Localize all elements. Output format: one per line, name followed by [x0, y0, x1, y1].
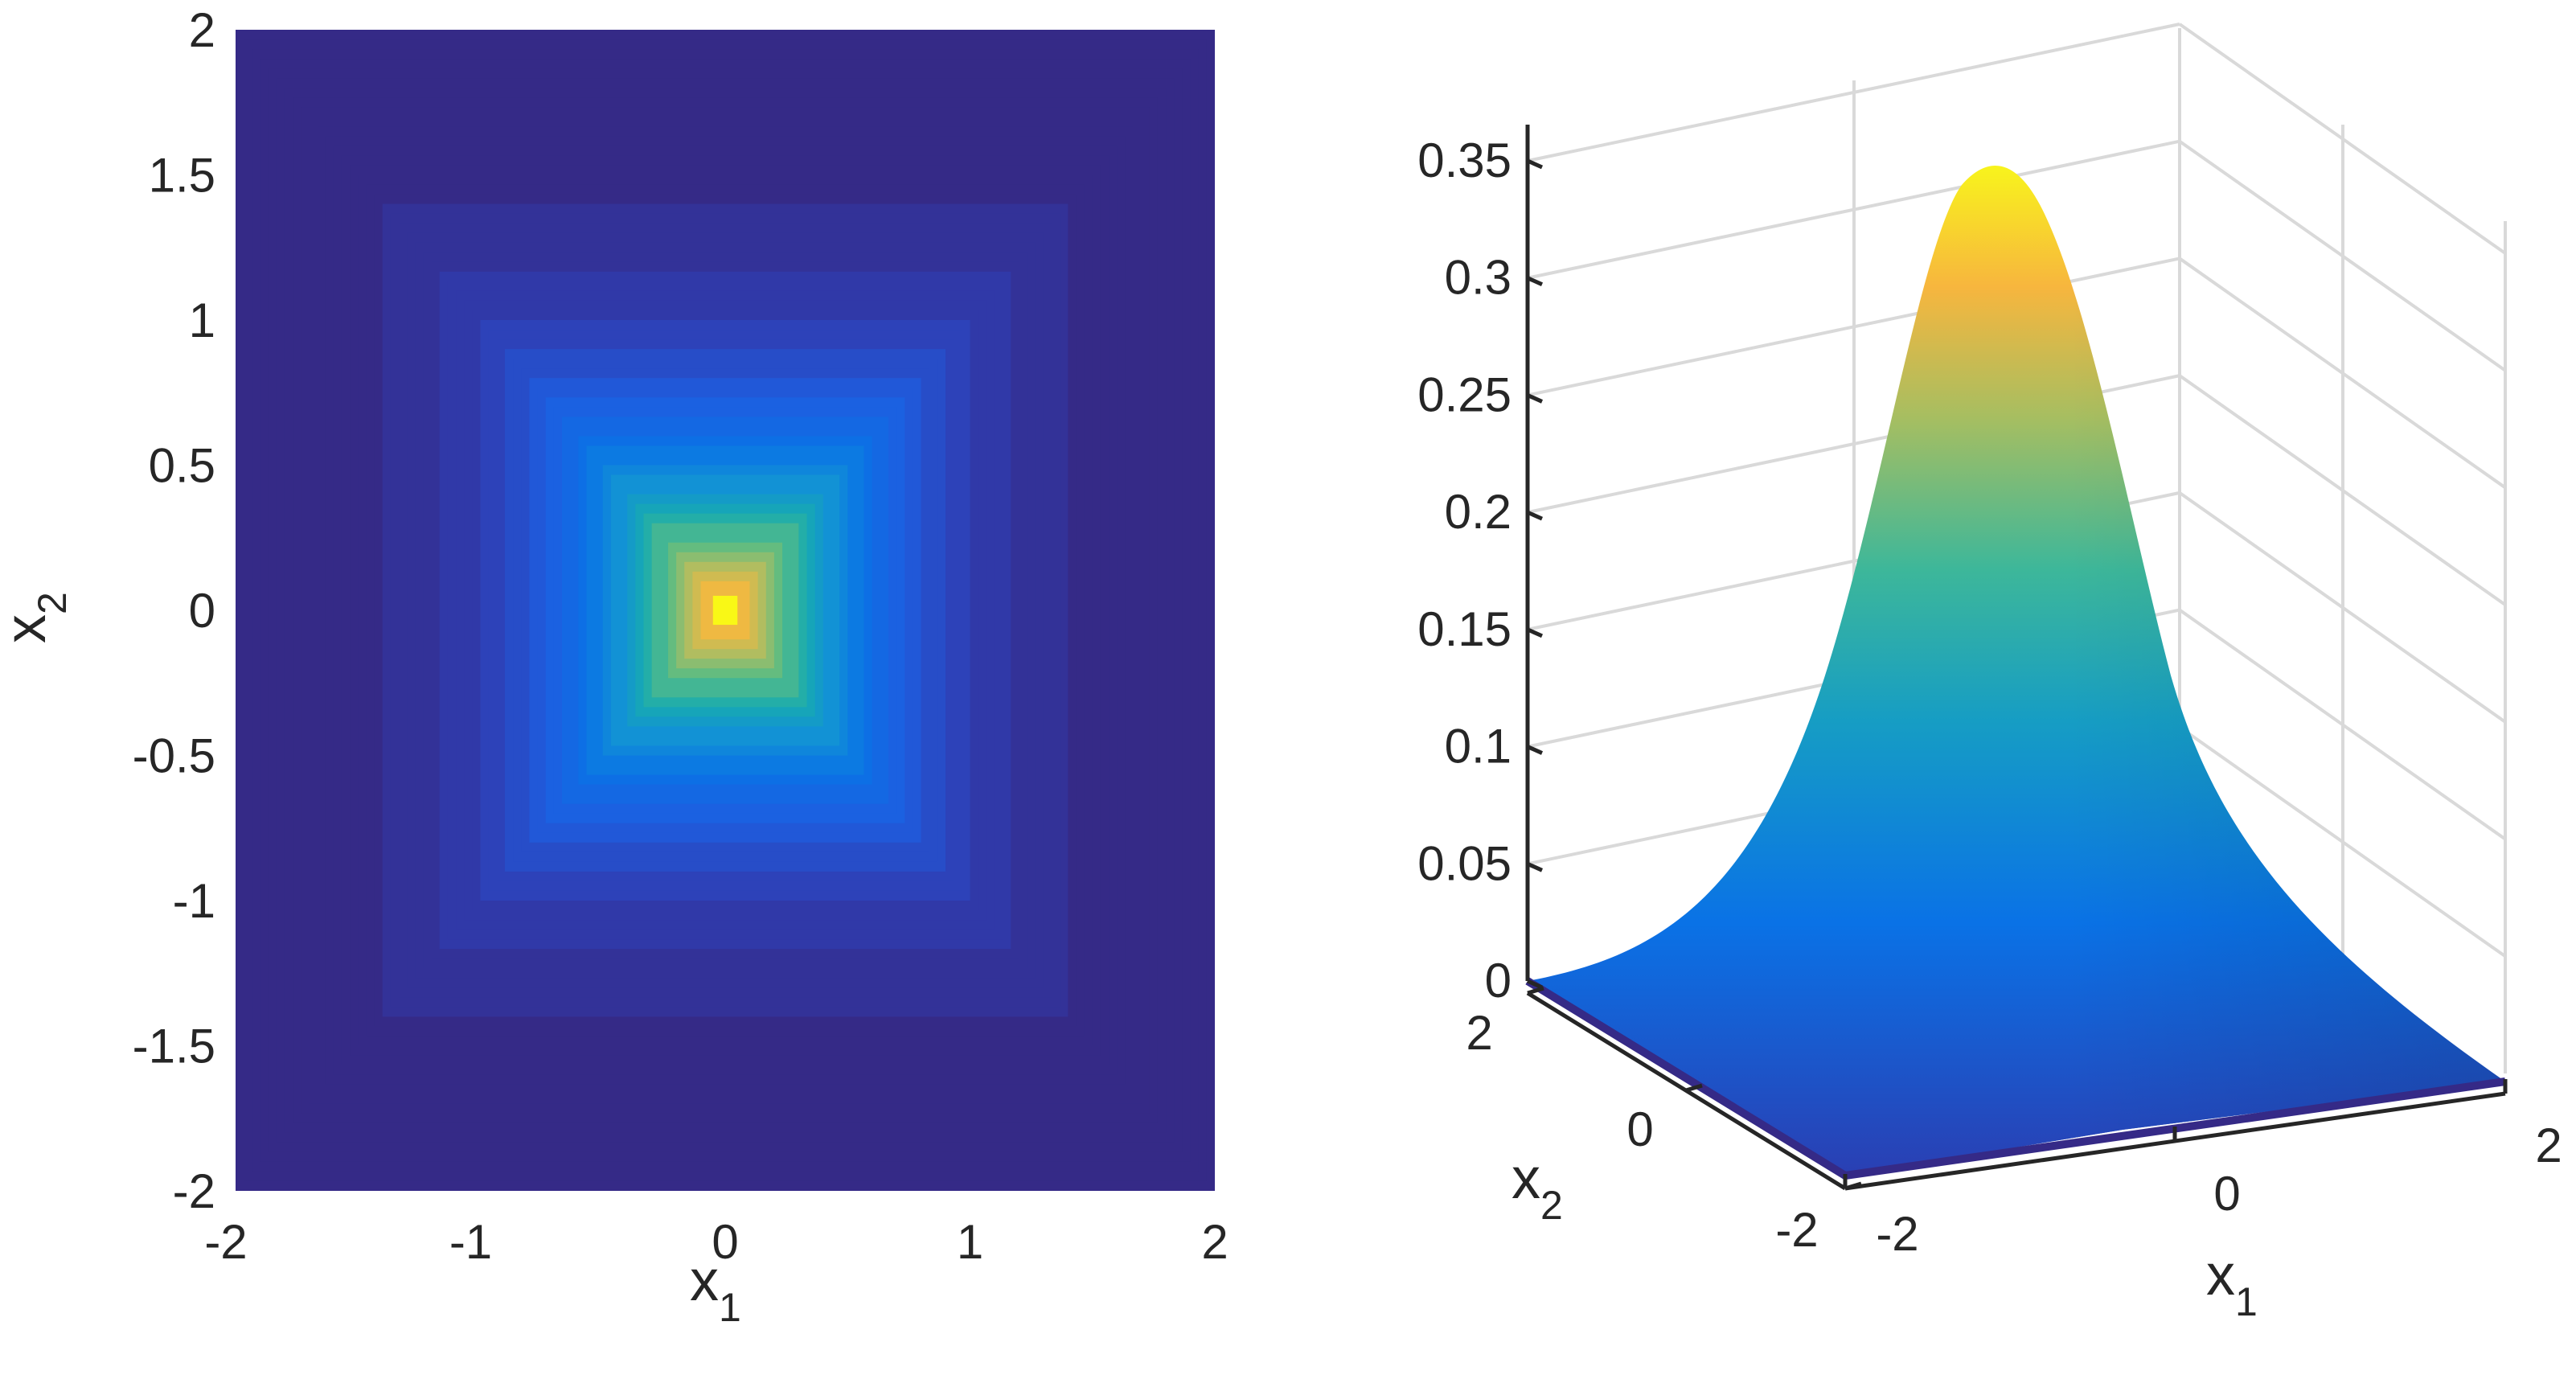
x-tick-label: 0 — [712, 1215, 738, 1269]
surface-x-ticks: -2 0 2 — [1843, 1079, 2562, 1261]
x1-tick-label: 2 — [2535, 1118, 2562, 1172]
surface-x2-label: x2 — [1512, 1147, 1563, 1228]
y-tick-label: 1.5 — [149, 149, 215, 203]
z-tick-mark — [1526, 158, 1544, 170]
surface-mesh — [1525, 166, 2506, 1180]
z-tick-label: 0.3 — [1445, 251, 1512, 305]
z-tick-mark — [1526, 393, 1544, 404]
z-tick-label: 0.25 — [1417, 367, 1512, 421]
surface-y-ticks: 2 0 -2 — [1466, 986, 1862, 1257]
z-tick-mark — [1526, 745, 1544, 755]
surface-panel: 00.050.10.150.20.250.30.35 -202 20-2 x1 … — [1417, 23, 2562, 1324]
x1-tick-label: 0 — [2213, 1167, 2240, 1221]
y-tick-label: -0.5 — [133, 729, 215, 783]
y-tick-label: -1.5 — [133, 1020, 215, 1073]
x2-tick-label: 0 — [1626, 1102, 1653, 1156]
z-tick-mark — [1526, 510, 1544, 521]
x2-tick-label: -2 — [1775, 1203, 1818, 1257]
y-tick-label: 1 — [189, 293, 215, 347]
z-tick-label: 0.05 — [1417, 836, 1512, 890]
x-tick-label: 1 — [957, 1215, 983, 1269]
z-tick-mark — [1526, 979, 1544, 990]
z-tick-label: 0.2 — [1445, 485, 1512, 539]
x2-tick-mark — [1527, 986, 1544, 995]
x2-tick-mark — [1844, 1181, 1862, 1191]
x2-tick-mark — [1685, 1083, 1703, 1093]
x-tick-label: -1 — [449, 1215, 492, 1269]
y-tick-label: 2 — [189, 3, 215, 57]
x1-tick-label: -2 — [1876, 1207, 1918, 1261]
surface-shade — [1528, 166, 2505, 1176]
surface-z-ticks: 0 0.05 0.1 0.15 0.2 0.25 0.3 0.35 — [1417, 133, 1544, 1008]
x-tick-label: -2 — [204, 1215, 247, 1269]
heatmap-x-ticks: -2 -1 0 1 2 — [204, 1215, 1228, 1269]
z-tick-label: 0 — [1485, 954, 1512, 1008]
heatmap-xlabel: x1 — [690, 1249, 741, 1330]
y-tick-label: 0 — [189, 584, 215, 638]
z-tick-mark — [1526, 862, 1544, 872]
y-tick-label: -1 — [173, 874, 215, 928]
x-tick-label: 2 — [1201, 1215, 1228, 1269]
heatmap-levels — [236, 30, 1215, 1191]
heatmap-panel: -2 -1 0 1 2 2 1.5 1 0.5 0 -0.5 -1 -1.5 -2 x1 x2 — [0, 3, 1229, 1330]
x2-tick-label: 2 — [1466, 1006, 1492, 1060]
z-tick-label: 0.1 — [1445, 720, 1512, 774]
y-tick-label: 0.5 — [149, 439, 215, 493]
z-tick-mark — [1526, 627, 1544, 638]
heatmap-y-ticks: 2 1.5 1 0.5 0 -0.5 -1 -1.5 -2 — [133, 3, 215, 1218]
surface-x1-label: x1 — [2206, 1243, 2258, 1324]
z-tick-label: 0.15 — [1417, 602, 1512, 656]
heatmap-core — [712, 595, 738, 626]
y-tick-label: -2 — [173, 1164, 215, 1218]
heatmap-ylabel: x2 — [0, 592, 75, 643]
z-tick-label: 0.35 — [1417, 133, 1512, 187]
z-tick-mark — [1526, 276, 1544, 286]
